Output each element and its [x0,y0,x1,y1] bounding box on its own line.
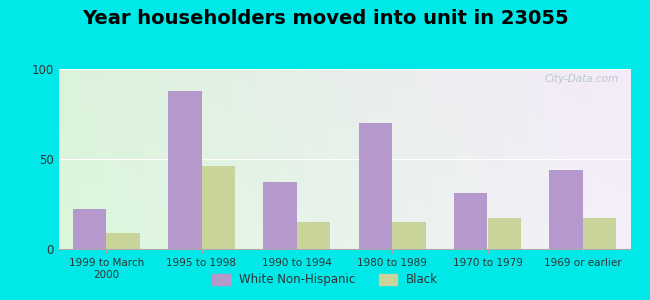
Legend: White Non-Hispanic, Black: White Non-Hispanic, Black [207,269,443,291]
Bar [73,209,106,249]
Bar [202,166,235,249]
Bar [297,222,330,249]
Bar [263,182,297,249]
Bar [106,233,140,249]
Bar [359,123,392,249]
Text: City-Data.com: City-Data.com [545,74,619,84]
Bar [488,218,521,249]
Bar [454,193,488,249]
Bar [549,170,583,249]
Bar [392,222,426,249]
Text: Year householders moved into unit in 23055: Year householders moved into unit in 230… [82,9,568,28]
Bar [168,91,202,249]
Bar [583,218,616,249]
